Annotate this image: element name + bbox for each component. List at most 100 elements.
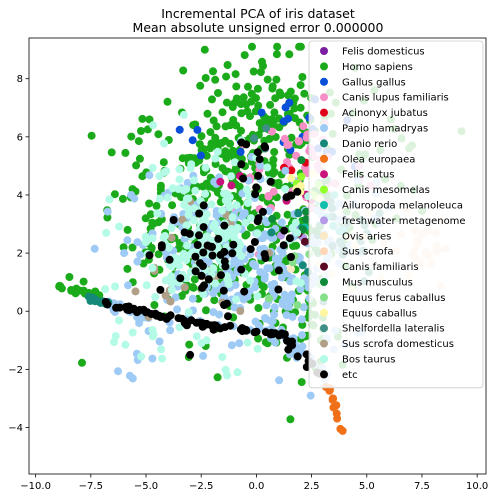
legend-label: Olea europaea (342, 154, 415, 165)
data-point (283, 210, 292, 219)
data-point (270, 108, 279, 117)
y-tick-label: 6 (17, 132, 23, 143)
x-tick-label: −2.5 (189, 481, 213, 492)
data-point (222, 98, 231, 107)
data-point (210, 296, 219, 305)
data-point (135, 305, 144, 314)
data-point (258, 207, 267, 216)
data-point (186, 350, 195, 359)
data-point (165, 255, 174, 264)
data-point (209, 264, 218, 273)
data-point (232, 295, 240, 304)
data-point (257, 280, 266, 289)
data-point (210, 219, 219, 228)
data-point (274, 266, 283, 275)
data-point (248, 42, 256, 51)
data-point (101, 298, 110, 306)
data-point (206, 128, 215, 137)
legend: Felis domesticus Homo sapiens Gallus gallu… (308, 40, 484, 389)
data-point (121, 148, 130, 157)
legend-label: etc (342, 370, 358, 381)
data-point (279, 117, 288, 126)
data-point (300, 237, 309, 246)
data-point (283, 157, 291, 166)
data-point (211, 133, 220, 142)
data-point (287, 174, 296, 182)
data-point (267, 228, 276, 237)
data-point (258, 193, 267, 202)
data-point (201, 189, 210, 198)
data-point (229, 240, 238, 249)
data-point (188, 136, 197, 145)
data-point (154, 250, 163, 259)
data-point (112, 303, 121, 312)
data-point (212, 122, 221, 131)
data-point (182, 321, 191, 330)
data-point (292, 151, 301, 160)
data-point (266, 100, 275, 109)
data-point (263, 75, 272, 84)
data-point (298, 261, 307, 270)
data-point (147, 243, 156, 252)
data-point (67, 286, 76, 294)
data-point (274, 285, 283, 294)
data-point (150, 301, 159, 309)
data-point (253, 292, 262, 300)
legend-label: Bos taurus (342, 355, 395, 366)
data-point (223, 190, 231, 199)
data-point (333, 414, 342, 423)
data-point (293, 228, 302, 237)
data-point (133, 238, 142, 247)
data-point (233, 368, 242, 377)
data-point (138, 114, 147, 123)
legend-marker (320, 355, 328, 363)
data-point (111, 332, 120, 341)
data-point (75, 286, 84, 295)
legend-label: Canis familiaris (342, 262, 419, 273)
data-point (226, 121, 235, 130)
data-point (284, 345, 293, 354)
data-point (145, 171, 154, 180)
data-point (103, 207, 112, 216)
legend-marker (320, 62, 328, 71)
data-point (199, 201, 208, 210)
data-point (232, 121, 241, 130)
data-point (287, 253, 295, 261)
data-point (284, 140, 293, 149)
data-point (267, 281, 276, 289)
data-point (159, 158, 168, 167)
data-point (211, 279, 220, 288)
data-point (230, 233, 239, 242)
data-point (196, 81, 205, 90)
data-point (253, 344, 262, 353)
data-point (218, 206, 227, 215)
data-point (204, 275, 213, 284)
data-point (57, 284, 66, 293)
data-point (230, 158, 239, 167)
legend-label: freshwater metagenome (342, 216, 466, 227)
series-olea-europaea (322, 383, 347, 435)
data-point (134, 137, 143, 146)
data-point (306, 391, 315, 400)
data-point (293, 301, 302, 310)
data-point (262, 124, 271, 133)
data-point (148, 332, 157, 341)
data-point (236, 240, 245, 249)
data-point (148, 234, 157, 243)
data-point (202, 151, 211, 160)
data-point (202, 306, 210, 315)
data-point (280, 134, 289, 143)
legend-label: Shelfordella lateralis (342, 324, 445, 335)
data-point (227, 181, 236, 190)
data-point (262, 314, 271, 323)
data-point (277, 273, 286, 282)
data-point (155, 337, 164, 346)
data-point (156, 313, 165, 321)
data-point (198, 182, 207, 191)
data-point (229, 146, 237, 155)
data-point (196, 259, 204, 268)
legend-marker (320, 154, 328, 163)
data-point (215, 310, 224, 319)
legend-marker (320, 308, 328, 317)
data-point (175, 261, 184, 270)
